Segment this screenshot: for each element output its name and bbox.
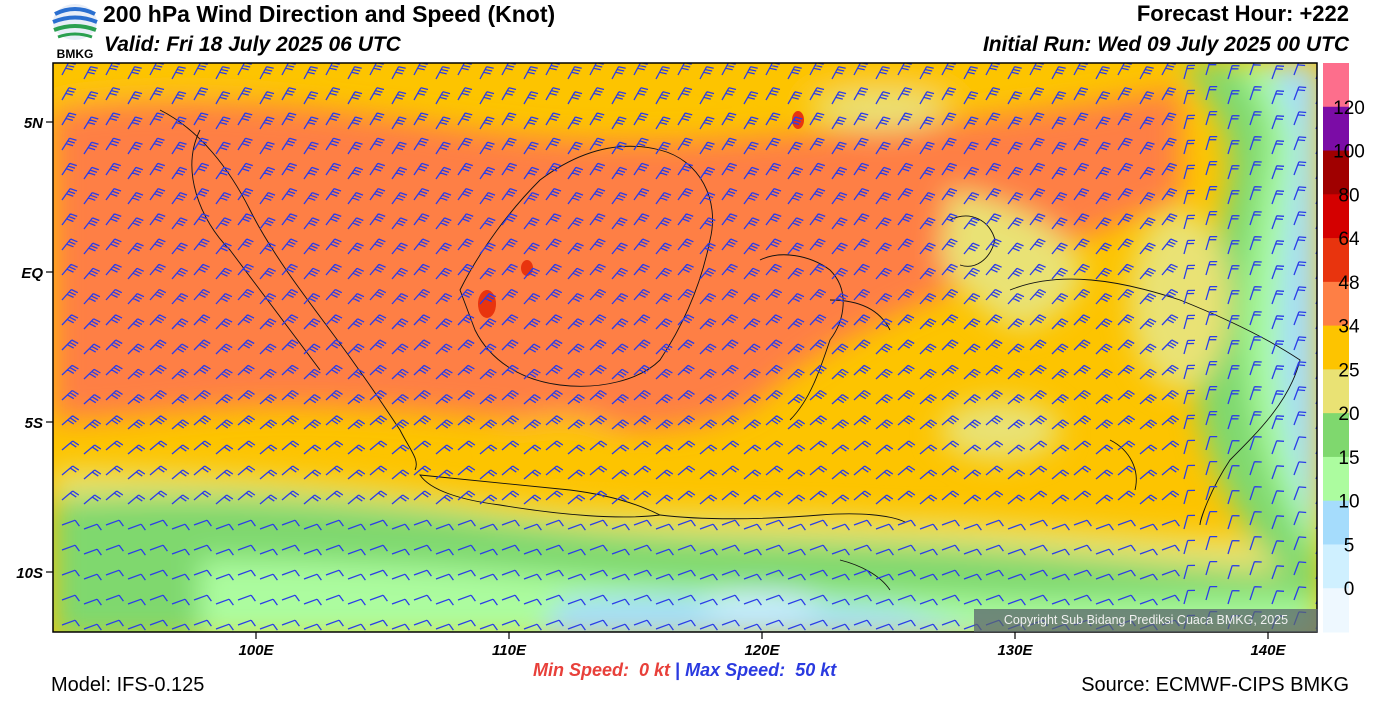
bmkg-logo-icon: BMKG <box>52 4 98 60</box>
colorbar-label: 20 <box>1338 404 1359 425</box>
copyright-notice: Copyright Sub Bidang Prediksi Cuaca BMKG… <box>974 609 1318 632</box>
colorbar-swatch <box>1323 588 1349 633</box>
lat-label-eq: EQ <box>21 265 43 282</box>
lon-label-120e: 120E <box>744 642 780 659</box>
colorbar-label: 5 <box>1344 535 1355 556</box>
colorbar-swatch <box>1323 325 1349 370</box>
colorbar-label: 120 <box>1333 98 1365 119</box>
source-info: Source: ECMWF-CIPS BMKG <box>1081 674 1349 696</box>
colorbar <box>1323 63 1349 633</box>
colorbar-label: 0 <box>1344 579 1355 600</box>
colorbar-labels: 120 100 80 64 48 34 25 20 15 10 5 0 <box>1333 98 1365 600</box>
model-info: Model: IFS-0.125 <box>51 674 205 696</box>
axis-ticks <box>46 121 1269 639</box>
wind-barb-lines <box>61 63 1317 631</box>
wind-barbs <box>61 63 1317 631</box>
map-frame <box>52 62 1318 633</box>
lat-label-5s: 5S <box>25 415 43 432</box>
colorbar-label: 64 <box>1338 229 1360 250</box>
min-speed-value: 0 kt <box>639 660 671 680</box>
wind-speed-field <box>53 63 1317 632</box>
lon-label-130e: 130E <box>997 642 1033 659</box>
colorbar-swatch <box>1323 281 1349 327</box>
colorbar-label: 10 <box>1338 492 1359 513</box>
max-speed-value: 50 kt <box>795 660 837 680</box>
colorbar-swatch <box>1323 106 1349 152</box>
lon-label-140e: 140E <box>1250 642 1286 659</box>
colorbar-swatch <box>1323 194 1349 239</box>
colorbar-swatch <box>1323 500 1349 545</box>
colorbar-label: 80 <box>1338 185 1359 206</box>
svg-text:BMKG: BMKG <box>57 47 94 60</box>
coastlines <box>159 109 1301 591</box>
colorbar-label: 100 <box>1333 142 1365 163</box>
initial-run: Initial Run: Wed 09 July 2025 00 UTC <box>982 33 1349 56</box>
colorbar-swatch <box>1323 369 1349 414</box>
min-speed-label: Min Speed: <box>533 660 630 680</box>
colorbar-swatch <box>1323 63 1349 108</box>
lon-label-110e: 110E <box>492 642 527 659</box>
colorbar-label: 34 <box>1338 317 1360 338</box>
valid-time: Valid: Fri 18 July 2025 06 UTC <box>104 33 401 56</box>
colorbar-swatch <box>1323 544 1349 589</box>
colorbar-swatch <box>1323 413 1349 458</box>
colorbar-label: 48 <box>1338 273 1359 294</box>
lat-label-5n: 5N <box>24 115 44 132</box>
colorbar-swatch <box>1323 150 1349 195</box>
forecast-hour: Forecast Hour: +222 <box>1136 1 1349 26</box>
speed-summary: Min Speed: 0 kt | Max Speed: 50 kt <box>533 660 836 681</box>
lat-label-10s: 10S <box>16 565 43 582</box>
max-speed-label: Max Speed: <box>685 660 786 680</box>
colorbar-swatch <box>1323 456 1349 502</box>
lon-label-100e: 100E <box>238 642 274 659</box>
colorbar-label: 15 <box>1338 448 1359 469</box>
colorbar-swatch <box>1323 238 1349 283</box>
colorbar-label: 25 <box>1338 360 1359 381</box>
page-title: 200 hPa Wind Direction and Speed (Knot) <box>103 1 556 27</box>
speed-separator: | <box>675 660 681 680</box>
